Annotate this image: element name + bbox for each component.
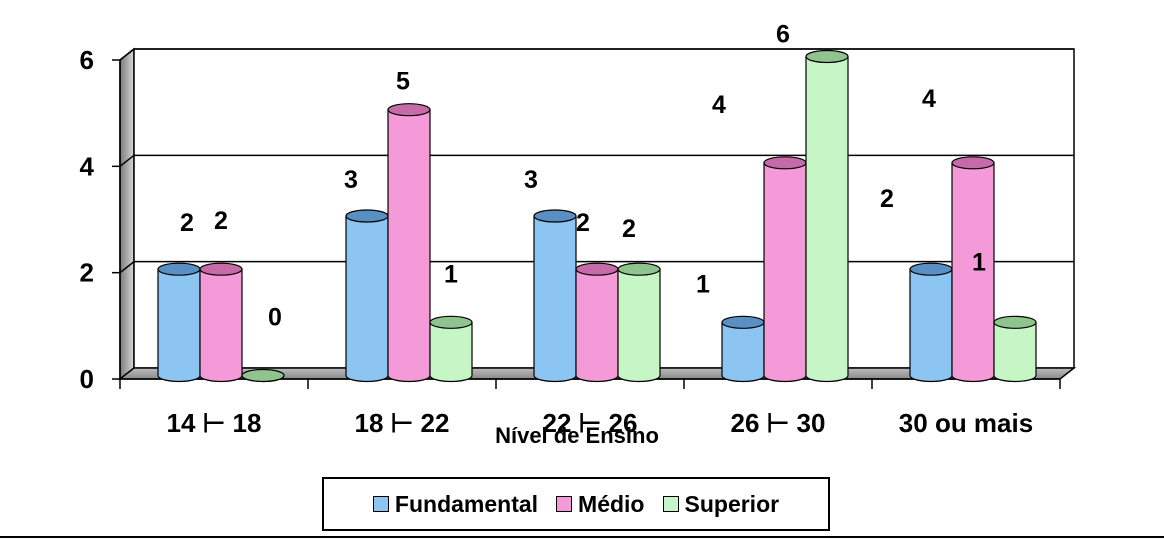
legend-swatch-medio [556, 496, 573, 512]
bar-body [763, 162, 807, 383]
bar-top [721, 315, 765, 329]
x-tick-label: 26 ⊢ 30 [731, 408, 826, 438]
bar-top [199, 262, 243, 276]
data-label: 3 [524, 166, 538, 194]
bar-body [993, 321, 1037, 383]
bar-top [241, 368, 285, 383]
x-tick-label: 30 ou mais [899, 408, 1033, 438]
bar-body [157, 268, 201, 383]
data-label: 2 [576, 209, 590, 237]
bar-superior [429, 315, 473, 383]
bar-body [721, 321, 765, 383]
data-label: 1 [696, 270, 710, 298]
bar-top [387, 103, 431, 117]
x-axis-title: Nível de Ensino [495, 423, 659, 448]
gridline [119, 154, 1074, 167]
bar-body [345, 215, 389, 383]
bar-body [909, 268, 953, 383]
y-tick-label: 0 [80, 364, 94, 394]
bar-body [387, 109, 431, 383]
bar-mdio [575, 262, 619, 383]
bar-mdio [387, 103, 431, 383]
side-wall [119, 47, 135, 381]
bar-top [429, 315, 473, 329]
bar-fundamental [533, 209, 577, 383]
bar-mdio [763, 156, 807, 383]
x-tick-label: 22 ⊢ 26 [543, 408, 638, 438]
data-label: 4 [712, 91, 726, 119]
bar-mdio [199, 262, 243, 383]
data-label: 5 [396, 68, 410, 96]
gridline [119, 260, 1074, 274]
gridlines [119, 48, 1074, 274]
data-label: 0 [268, 304, 282, 332]
bar-fundamental [909, 262, 953, 383]
y-tick-label: 4 [80, 151, 95, 181]
bar-top [617, 262, 661, 276]
y-tick-label: 2 [80, 258, 94, 288]
bar-fundamental [721, 315, 765, 383]
data-label: 3 [344, 166, 358, 194]
x-tick-label: 18 ⊢ 22 [355, 408, 450, 438]
legend-label-medio: Médio [578, 490, 645, 517]
bar-top [533, 209, 577, 223]
legend-swatch-superior [662, 496, 679, 512]
bar-superior [241, 368, 285, 383]
bar-body [617, 268, 661, 383]
bar-top [157, 262, 201, 276]
bar-top [763, 156, 807, 170]
bar-top [993, 315, 1037, 329]
data-label: 1 [972, 248, 986, 276]
data-label: 2 [180, 209, 194, 237]
legend-label-superior: Superior [684, 490, 780, 517]
data-label: 4 [922, 85, 936, 113]
bar-superior [805, 49, 849, 383]
legend-item-fundamental: Fundamental [372, 490, 539, 518]
bar-top [951, 156, 995, 170]
bar-body [575, 268, 619, 383]
bar-superior [993, 315, 1037, 383]
bar-top [805, 49, 849, 64]
legend-swatch-fundamental [372, 496, 389, 512]
gridline [119, 48, 1074, 61]
bottom-border-line [0, 536, 1164, 538]
bars [157, 49, 1037, 383]
bar-body [429, 321, 473, 383]
legend-item-superior: Superior [662, 490, 780, 518]
bar-top [575, 262, 619, 276]
bar-body [805, 55, 849, 383]
y-tick-label: 6 [80, 45, 94, 75]
data-label: 2 [622, 215, 636, 243]
bar-fundamental [157, 262, 201, 383]
legend-item-medio: Médio [556, 490, 645, 518]
data-label: 2 [880, 185, 894, 213]
legend-label-fundamental: Fundamental [394, 490, 539, 517]
bar-body [199, 268, 243, 383]
data-label: 6 [776, 21, 790, 49]
bar-top [345, 209, 389, 223]
data-label: 2 [214, 207, 228, 235]
bar-fundamental [345, 209, 389, 383]
bar-superior [617, 262, 661, 383]
bar-body [533, 215, 577, 383]
bar-top [909, 262, 953, 276]
legend: Fundamental Médio Superior [322, 477, 830, 531]
data-label: 1 [444, 260, 458, 288]
x-tick-label: 14 ⊢ 18 [167, 408, 262, 438]
